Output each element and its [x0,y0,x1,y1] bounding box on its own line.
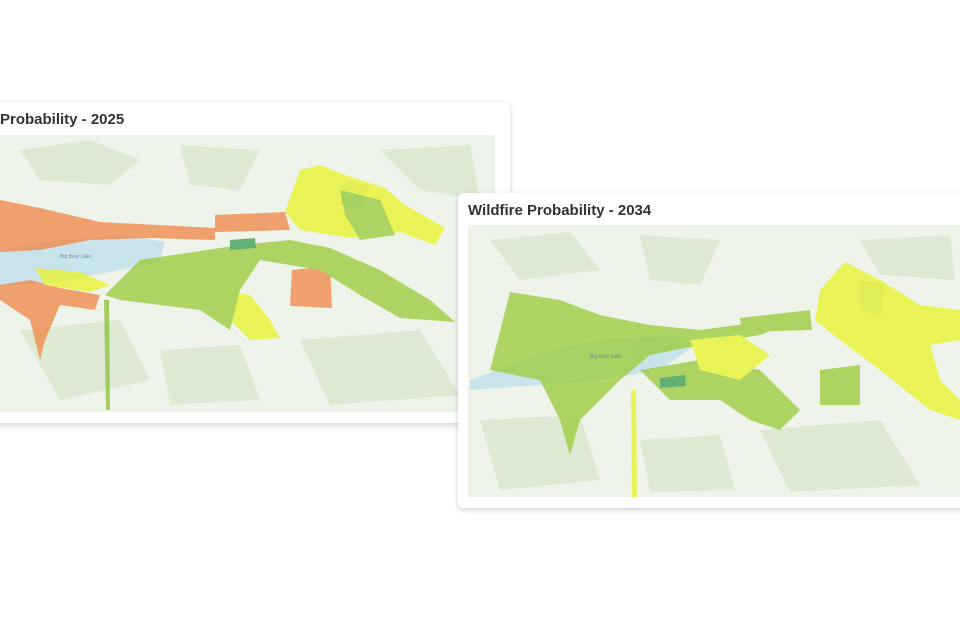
map-label: Big Bear Lake [590,354,622,360]
terrain [20,140,480,405]
map-label: Big Bear Lake [60,254,92,260]
card-title: Probability - 2025 [0,111,124,128]
map-card: Wildfire Probability - 2034 Big Bear Lak… [458,193,960,508]
map: Big Bear Lake [0,135,495,412]
terrain [480,232,955,492]
risk-zones [490,262,960,497]
risk-zones [0,165,455,410]
map-card: Probability - 2025 [0,102,510,423]
map: Big Bear Lake [468,225,960,497]
card-title: Wildfire Probability - 2034 [468,202,652,219]
